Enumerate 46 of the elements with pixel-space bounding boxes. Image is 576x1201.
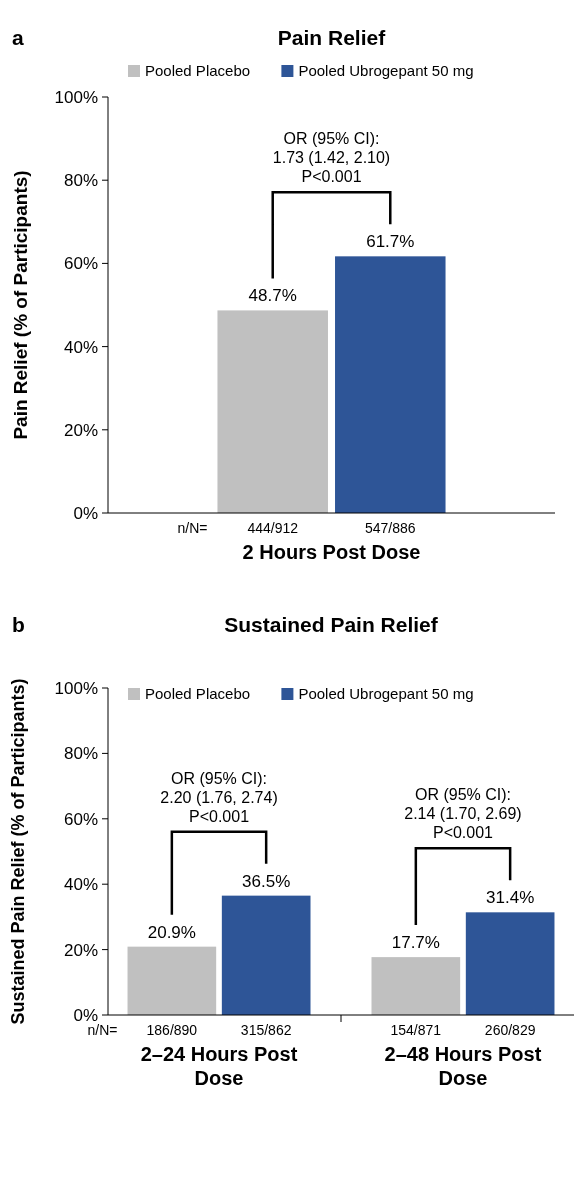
text: 315/862 xyxy=(240,1022,292,1038)
text: n/N= xyxy=(177,520,208,536)
bar xyxy=(221,895,311,1015)
bar xyxy=(465,912,555,1015)
y-tick-label: 60% xyxy=(63,254,98,274)
text: 260/829 xyxy=(484,1022,536,1038)
text: b xyxy=(12,613,25,636)
legend-label: Pooled Placebo xyxy=(145,62,251,80)
text: n/N= xyxy=(87,1022,118,1038)
chart-title: Sustained Pain Relief xyxy=(224,613,439,636)
annotation: OR (95% CI): 2.14 (1.70, 2.69) P<0.001 xyxy=(404,786,522,842)
legend-label: Pooled Placebo xyxy=(145,685,251,703)
y-tick-label: 100% xyxy=(54,678,98,698)
x-tick-label: 2 Hours Post Dose xyxy=(242,541,421,563)
y-tick-label: 80% xyxy=(63,171,98,191)
annotation: OR (95% CI): 1.73 (1.42, 2.10) P<0.001 xyxy=(272,130,391,186)
y-tick-label: 0% xyxy=(73,1005,98,1025)
y-axis-title: Sustained Pain Relief (% of Participants) xyxy=(8,678,28,1025)
text: 154/871 xyxy=(390,1022,442,1038)
data-label: 17.7% xyxy=(391,933,440,953)
text: a xyxy=(12,26,24,49)
bar xyxy=(371,957,461,1015)
data-label: 20.9% xyxy=(147,922,196,942)
bar xyxy=(127,946,217,1015)
y-tick-label: 20% xyxy=(63,420,98,440)
data-label: 61.7% xyxy=(366,232,415,252)
data-label: 31.4% xyxy=(486,888,535,908)
y-tick-label: 80% xyxy=(63,744,98,764)
y-tick-label: 0% xyxy=(73,503,98,523)
data-label: 36.5% xyxy=(242,871,291,891)
text: 444/912 xyxy=(247,520,299,536)
x-tick-label: 2–48 Hours Post Dose xyxy=(384,1043,542,1089)
chart-title: Pain Relief xyxy=(277,26,387,49)
y-axis-title: Pain Relief (% of Participants) xyxy=(10,170,31,440)
y-tick-label: 20% xyxy=(63,940,98,960)
annotation: OR (95% CI): 2.20 (1.76, 2.74) P<0.001 xyxy=(160,769,278,825)
y-tick-label: 60% xyxy=(63,809,98,829)
data-label: 48.7% xyxy=(248,286,297,306)
text: 547/886 xyxy=(364,520,416,536)
y-tick-label: 40% xyxy=(63,875,98,895)
legend-label: Pooled Ubrogepant 50 mg xyxy=(298,62,474,80)
y-tick-label: 40% xyxy=(63,337,98,357)
text: 186/890 xyxy=(146,1022,198,1038)
y-tick-label: 100% xyxy=(54,87,98,107)
x-tick-label: 2–24 Hours Post Dose xyxy=(140,1043,298,1089)
legend-label: Pooled Ubrogepant 50 mg xyxy=(298,685,474,703)
